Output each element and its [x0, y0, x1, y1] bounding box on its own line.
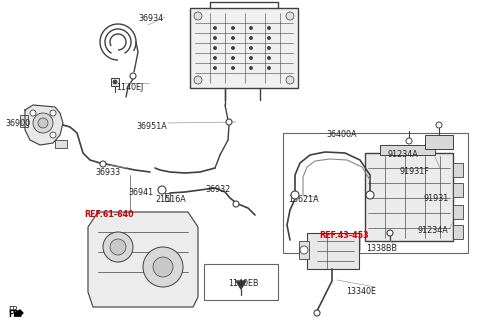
Text: FR.: FR.: [8, 310, 22, 319]
Text: 36933: 36933: [95, 168, 120, 177]
Text: 91234A: 91234A: [418, 226, 449, 235]
Circle shape: [194, 76, 202, 84]
Circle shape: [366, 191, 374, 199]
Bar: [453, 183, 463, 197]
Bar: [299, 241, 309, 259]
Polygon shape: [236, 281, 246, 289]
Circle shape: [267, 57, 271, 60]
Circle shape: [50, 132, 56, 138]
Bar: [453, 163, 463, 177]
Text: 91234A: 91234A: [388, 150, 419, 159]
Circle shape: [233, 201, 239, 207]
Circle shape: [267, 66, 271, 70]
Text: REF.43-453: REF.43-453: [319, 231, 369, 240]
Bar: [20, 115, 28, 127]
Circle shape: [436, 122, 442, 128]
Circle shape: [214, 26, 216, 29]
Circle shape: [214, 37, 216, 40]
Circle shape: [286, 76, 294, 84]
Circle shape: [231, 37, 235, 40]
Circle shape: [214, 66, 216, 70]
Text: 91931F: 91931F: [400, 167, 430, 176]
Text: 13340E: 13340E: [346, 287, 376, 296]
Bar: [283, 133, 468, 253]
Text: 1140EJ: 1140EJ: [116, 83, 143, 92]
Circle shape: [250, 46, 252, 49]
Circle shape: [33, 113, 53, 133]
Circle shape: [267, 26, 271, 29]
Circle shape: [231, 66, 235, 70]
Circle shape: [250, 57, 252, 60]
Text: 36932: 36932: [205, 185, 230, 194]
Bar: [453, 225, 463, 239]
Bar: [453, 205, 463, 219]
Text: 36900: 36900: [5, 119, 30, 128]
Circle shape: [267, 46, 271, 49]
Circle shape: [387, 230, 393, 236]
Text: 1338BB: 1338BB: [366, 244, 397, 253]
Bar: [365, 153, 453, 241]
Text: REF.61-640: REF.61-640: [84, 210, 133, 219]
Bar: [307, 233, 359, 269]
Text: 91931: 91931: [423, 194, 448, 203]
Circle shape: [250, 26, 252, 29]
Circle shape: [291, 191, 299, 199]
Circle shape: [286, 12, 294, 20]
Circle shape: [231, 46, 235, 49]
Text: 21516A: 21516A: [155, 195, 186, 204]
Circle shape: [194, 12, 202, 20]
Polygon shape: [15, 310, 23, 316]
Circle shape: [158, 186, 166, 194]
Text: 36934: 36934: [138, 14, 163, 23]
Bar: [204, 264, 278, 300]
Circle shape: [110, 239, 126, 255]
Circle shape: [231, 57, 235, 60]
Circle shape: [214, 46, 216, 49]
Circle shape: [314, 310, 320, 316]
Bar: [190, 8, 298, 88]
Bar: [380, 145, 435, 155]
Polygon shape: [25, 105, 63, 145]
Circle shape: [143, 247, 183, 287]
Text: 13621A: 13621A: [288, 195, 319, 204]
Circle shape: [113, 80, 117, 84]
Circle shape: [267, 37, 271, 40]
Circle shape: [30, 110, 36, 116]
Circle shape: [130, 73, 136, 79]
Circle shape: [50, 110, 56, 116]
Bar: [425, 135, 453, 149]
Circle shape: [250, 66, 252, 70]
Text: 1140EB: 1140EB: [228, 279, 259, 288]
Bar: [111, 78, 119, 86]
Circle shape: [406, 138, 412, 144]
Text: 36951A: 36951A: [136, 122, 167, 131]
Circle shape: [214, 57, 216, 60]
Text: FR.: FR.: [8, 306, 20, 315]
Text: 36400A: 36400A: [326, 130, 357, 139]
Circle shape: [100, 161, 106, 167]
Circle shape: [226, 119, 232, 125]
Bar: [55, 140, 67, 148]
Circle shape: [103, 232, 133, 262]
Circle shape: [250, 37, 252, 40]
Circle shape: [231, 26, 235, 29]
Polygon shape: [88, 212, 198, 307]
Text: 36941: 36941: [128, 188, 153, 197]
Circle shape: [300, 246, 308, 254]
Circle shape: [38, 118, 48, 128]
Bar: [165, 193, 170, 201]
Circle shape: [153, 257, 173, 277]
